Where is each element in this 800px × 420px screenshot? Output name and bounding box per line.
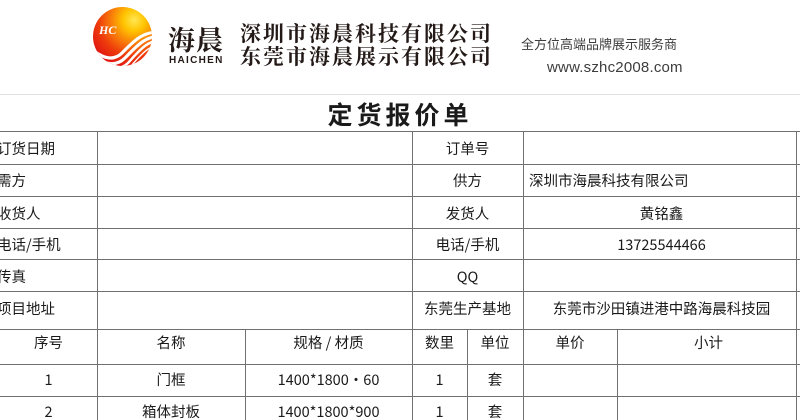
- svg-text:HC: HC: [98, 23, 117, 37]
